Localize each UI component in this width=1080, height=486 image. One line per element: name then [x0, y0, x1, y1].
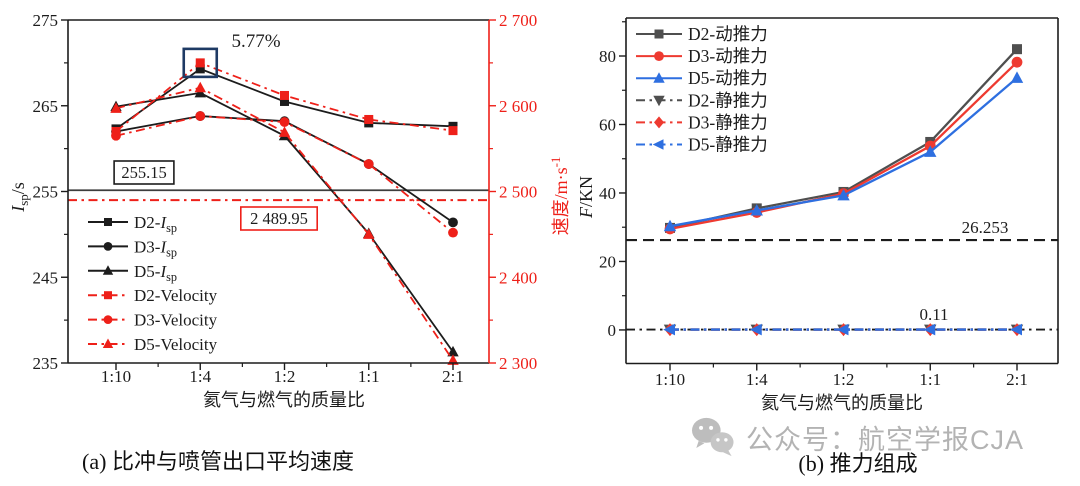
svg-text:255.15: 255.15 [121, 163, 166, 182]
svg-text:1:10: 1:10 [101, 367, 131, 386]
svg-text:氦气与燃气的质量比: 氦气与燃气的质量比 [203, 390, 365, 410]
annotation-255.15: 255.15 [113, 160, 175, 185]
svg-text:D3-动推力: D3-动推力 [688, 46, 768, 66]
caption-panel-b: (b) 推力组成 [798, 451, 918, 476]
svg-text:1:1: 1:1 [919, 370, 941, 389]
series-D5-Velocity [110, 81, 459, 365]
svg-text:F/KN: F/KN [576, 176, 596, 219]
annotation-5.77%: 5.77% [231, 31, 280, 52]
annotation-26.253: 26.253 [962, 218, 1009, 237]
panel-b: 0 20 40 60 80 1:10 1:4 1:2 1:1 2:1 氦气与燃气的质量比 F/KN 26… [576, 17, 1059, 413]
series-D5-静推力 [663, 323, 1022, 336]
svg-text:0.11: 0.11 [919, 305, 948, 324]
panel-a: 235 245 255 265 275 2 300 2 400 2 500 2 600 2 700… [8, 11, 571, 410]
svg-text:D5-Velocity: D5-Velocity [134, 335, 218, 354]
series-D5-动推力 [663, 71, 1024, 232]
svg-text:D2-Isp: D2-Isp [134, 213, 177, 235]
annotation-0.11: 0.11 [919, 305, 948, 324]
svg-text:2 400: 2 400 [499, 268, 537, 287]
svg-text:2 700: 2 700 [499, 11, 537, 30]
svg-text:D3-Isp: D3-Isp [134, 237, 177, 259]
svg-text:D2-动推力: D2-动推力 [688, 24, 768, 44]
svg-text:D3-Velocity: D3-Velocity [134, 311, 218, 330]
svg-text:D5-静推力: D5-静推力 [688, 135, 768, 155]
svg-text:2 489.95: 2 489.95 [250, 209, 308, 228]
svg-text:40: 40 [599, 184, 616, 203]
svg-text:2 500: 2 500 [499, 183, 537, 202]
svg-text:20: 20 [599, 252, 616, 271]
svg-text:235: 235 [33, 354, 59, 373]
svg-text:D5-动推力: D5-动推力 [688, 68, 768, 88]
svg-text:D2-静推力: D2-静推力 [688, 90, 768, 110]
svg-text:60: 60 [599, 115, 616, 134]
watermark: 公众号：航空学报CJA [690, 416, 1024, 458]
svg-text:2:1: 2:1 [442, 367, 464, 386]
svg-text:275: 275 [33, 11, 59, 30]
svg-text:Isp/s: Isp/s [8, 182, 31, 213]
svg-text:0: 0 [608, 321, 617, 340]
svg-text:2 300: 2 300 [499, 354, 537, 373]
svg-text:1:2: 1:2 [833, 370, 855, 389]
svg-text:1:2: 1:2 [274, 367, 296, 386]
svg-text:2:1: 2:1 [1006, 370, 1028, 389]
svg-text:1:4: 1:4 [746, 370, 768, 389]
caption-panel-a: (a) 比冲与喷管出口平均速度 [82, 449, 354, 474]
wechat-icon [692, 417, 734, 457]
svg-text:速度/m·s-1: 速度/m·s-1 [548, 157, 571, 236]
svg-text:255: 255 [33, 183, 59, 202]
svg-text:80: 80 [599, 47, 616, 66]
series-D3-Velocity [111, 111, 458, 238]
watermark-text: 公众号：航空学报CJA [746, 424, 1025, 455]
annotation-2 489.95: 2 489.95 [240, 206, 319, 231]
highlight-box [182, 47, 219, 79]
svg-text:氦气与燃气的质量比: 氦气与燃气的质量比 [761, 393, 923, 413]
svg-text:D3-静推力: D3-静推力 [688, 112, 768, 132]
svg-text:1:4: 1:4 [189, 367, 211, 386]
svg-text:D5-Isp: D5-Isp [134, 262, 177, 284]
svg-text:5.77%: 5.77% [231, 31, 280, 52]
svg-text:D2-Velocity: D2-Velocity [134, 286, 218, 305]
svg-text:1:10: 1:10 [655, 370, 685, 389]
svg-text:265: 265 [33, 97, 59, 116]
svg-text:2 600: 2 600 [499, 97, 537, 116]
svg-text:245: 245 [33, 268, 59, 287]
svg-text:26.253: 26.253 [962, 218, 1009, 237]
svg-text:1:1: 1:1 [358, 367, 380, 386]
